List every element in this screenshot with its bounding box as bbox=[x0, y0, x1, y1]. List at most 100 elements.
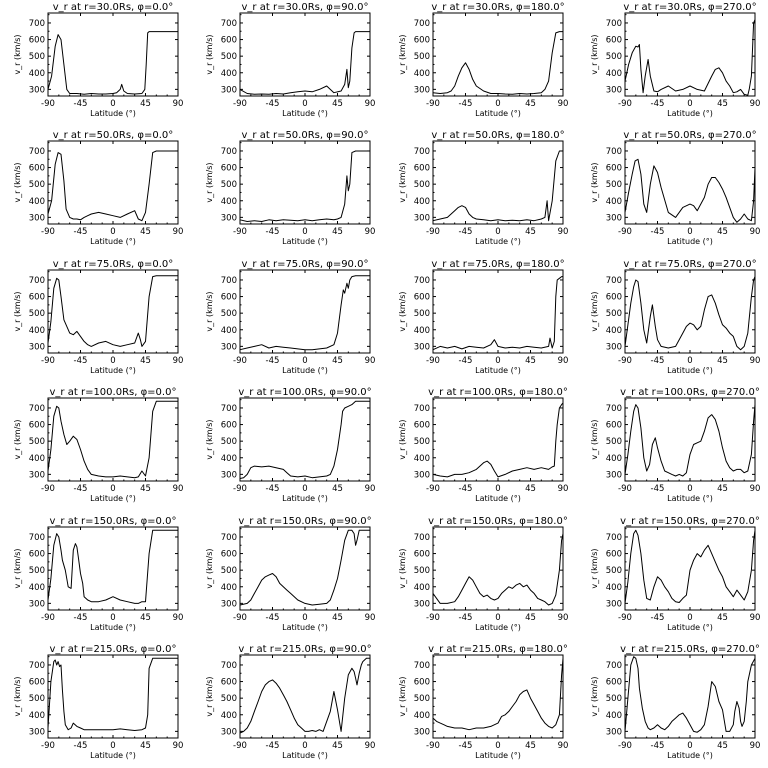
y-tick-label: 400 bbox=[221, 326, 237, 336]
subplot-title: v_r at r=30.0Rs, φ=90.0° bbox=[242, 2, 369, 13]
y-axis-label: v_r (km/s) bbox=[590, 676, 599, 716]
y-axis-label: v_r (km/s) bbox=[398, 419, 407, 459]
series-line bbox=[432, 150, 563, 222]
y-tick-label: 600 bbox=[414, 164, 430, 174]
x-tick-label: -90 bbox=[233, 484, 247, 494]
y-tick-label: 500 bbox=[221, 309, 237, 319]
subplot-9: v_r at r=75.0Rs, φ=0.0° -90 -45 0 45 90 300 400… bbox=[13, 259, 183, 375]
y-axis-label: v_r (km/s) bbox=[590, 419, 599, 459]
plot-frame bbox=[624, 397, 756, 482]
x-tick-label: 0 bbox=[110, 356, 115, 366]
y-tick-label: 700 bbox=[29, 661, 45, 671]
x-tick-label: -45 bbox=[266, 356, 280, 366]
y-tick-label: 600 bbox=[606, 550, 622, 560]
y-tick-label: 600 bbox=[606, 36, 622, 46]
x-axis-label: Latitude (°) bbox=[282, 623, 328, 632]
x-tick-label: 90 bbox=[558, 227, 569, 237]
y-tick-label: 400 bbox=[606, 454, 622, 464]
x-tick-label: 90 bbox=[173, 741, 184, 751]
subplot-title: v_r at r=30.0Rs, φ=0.0° bbox=[53, 2, 174, 13]
x-tick-label: -90 bbox=[618, 484, 632, 494]
series-line bbox=[432, 658, 564, 731]
subplot-title: v_r at r=100.0Rs, φ=180.0° bbox=[428, 387, 568, 398]
x-tick-label: 45 bbox=[332, 99, 343, 109]
x-axis-label: Latitude (°) bbox=[667, 366, 713, 375]
subplot-title: v_r at r=150.0Rs, φ=0.0° bbox=[50, 516, 177, 527]
y-tick-label: 300 bbox=[606, 85, 622, 95]
x-tick-label: -45 bbox=[459, 613, 473, 623]
y-axis-label: v_r (km/s) bbox=[398, 548, 407, 588]
y-tick-label: 700 bbox=[29, 276, 45, 286]
y-tick-label: 500 bbox=[29, 566, 45, 576]
x-tick-label: -90 bbox=[233, 613, 247, 623]
y-tick-label: 500 bbox=[414, 309, 430, 319]
x-tick-label: 0 bbox=[495, 741, 500, 751]
y-axis-label: v_r (km/s) bbox=[205, 676, 214, 716]
x-tick-label: -45 bbox=[74, 741, 88, 751]
subplot-title: v_r at r=75.0Rs, φ=0.0° bbox=[53, 259, 174, 270]
y-tick-label: 300 bbox=[414, 599, 430, 609]
y-tick-label: 300 bbox=[606, 599, 622, 609]
plot-frame bbox=[239, 397, 371, 482]
y-tick-label: 600 bbox=[221, 678, 237, 688]
y-tick-label: 600 bbox=[414, 36, 430, 46]
y-tick-label: 400 bbox=[414, 197, 430, 207]
plot-frame bbox=[624, 526, 756, 611]
x-tick-label: 0 bbox=[302, 227, 307, 237]
x-tick-label: 90 bbox=[173, 356, 184, 366]
x-tick-label: 45 bbox=[525, 741, 536, 751]
y-tick-label: 700 bbox=[414, 276, 430, 286]
x-axis-label: Latitude (°) bbox=[667, 751, 713, 760]
y-tick-label: 700 bbox=[414, 404, 430, 414]
x-tick-label: -45 bbox=[74, 227, 88, 237]
x-axis-label: Latitude (°) bbox=[90, 751, 136, 760]
x-tick-label: -90 bbox=[41, 227, 55, 237]
y-tick-label: 300 bbox=[29, 85, 45, 95]
y-tick-label: 700 bbox=[414, 147, 430, 157]
y-tick-label: 400 bbox=[221, 711, 237, 721]
x-axis-label: Latitude (°) bbox=[90, 237, 136, 246]
x-tick-label: 0 bbox=[687, 356, 692, 366]
x-tick-label: 0 bbox=[302, 741, 307, 751]
x-tick-label: -45 bbox=[266, 741, 280, 751]
plot-frame bbox=[624, 269, 756, 354]
y-tick-label: 700 bbox=[29, 404, 45, 414]
x-tick-label: 45 bbox=[332, 741, 343, 751]
x-tick-label: -90 bbox=[618, 99, 632, 109]
subplot-title: v_r at r=30.0Rs, φ=270.0° bbox=[623, 2, 756, 13]
x-axis-label: Latitude (°) bbox=[90, 623, 136, 632]
y-tick-label: 300 bbox=[221, 470, 237, 480]
y-tick-label: 500 bbox=[606, 180, 622, 190]
y-tick-label: 500 bbox=[606, 52, 622, 62]
subplot-21: v_r at r=215.0Rs, φ=0.0° -90 -45 0 45 90 300 40… bbox=[13, 644, 183, 760]
y-tick-label: 500 bbox=[29, 309, 45, 319]
series-line bbox=[432, 402, 564, 478]
x-tick-label: -45 bbox=[74, 613, 88, 623]
x-tick-label: 90 bbox=[365, 484, 376, 494]
x-tick-label: -90 bbox=[233, 227, 247, 237]
x-tick-label: -90 bbox=[618, 741, 632, 751]
x-tick-label: 0 bbox=[110, 613, 115, 623]
x-tick-label: -45 bbox=[266, 227, 280, 237]
y-tick-label: 700 bbox=[606, 147, 622, 157]
y-tick-label: 700 bbox=[221, 404, 237, 414]
y-tick-label: 400 bbox=[414, 326, 430, 336]
x-tick-label: -90 bbox=[426, 741, 440, 751]
y-tick-label: 600 bbox=[221, 164, 237, 174]
x-tick-label: 90 bbox=[558, 99, 569, 109]
subplot-22: v_r at r=215.0Rs, φ=90.0° -90 -45 0 45 90 300 4… bbox=[205, 644, 375, 760]
x-tick-label: 45 bbox=[332, 227, 343, 237]
y-axis-label: v_r (km/s) bbox=[13, 162, 22, 202]
x-tick-label: 45 bbox=[140, 99, 151, 109]
plot-frame bbox=[47, 397, 179, 482]
x-axis-label: Latitude (°) bbox=[90, 366, 136, 375]
subplot-12: v_r at r=75.0Rs, φ=270.0° -90 -45 0 45 90 300 4… bbox=[590, 259, 760, 375]
subplot-5: v_r at r=50.0Rs, φ=0.0° -90 -45 0 45 90 300 400… bbox=[13, 130, 183, 246]
x-tick-label: -90 bbox=[618, 227, 632, 237]
x-tick-label: -45 bbox=[651, 356, 665, 366]
x-tick-label: -90 bbox=[426, 99, 440, 109]
y-tick-label: 300 bbox=[414, 727, 430, 737]
y-tick-label: 300 bbox=[29, 727, 45, 737]
y-tick-label: 500 bbox=[221, 180, 237, 190]
x-axis-label: Latitude (°) bbox=[90, 494, 136, 503]
